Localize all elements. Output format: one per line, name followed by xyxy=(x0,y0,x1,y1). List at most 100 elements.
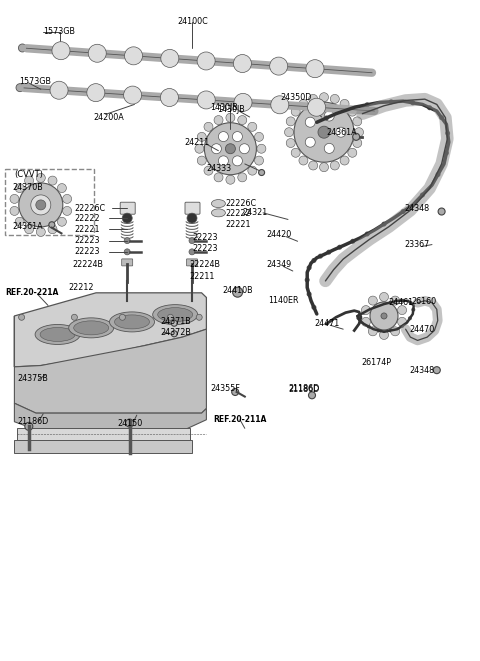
Text: 22222: 22222 xyxy=(226,209,251,218)
Circle shape xyxy=(353,139,362,147)
Circle shape xyxy=(286,117,295,126)
Polygon shape xyxy=(14,316,206,413)
FancyBboxPatch shape xyxy=(14,440,192,453)
Circle shape xyxy=(291,107,300,116)
Text: 24375B: 24375B xyxy=(17,373,48,383)
Circle shape xyxy=(340,99,349,108)
Circle shape xyxy=(427,105,432,110)
Circle shape xyxy=(324,143,334,153)
Circle shape xyxy=(377,329,381,332)
Text: REF.20-211A: REF.20-211A xyxy=(214,415,267,424)
Circle shape xyxy=(19,183,63,227)
Text: 22223: 22223 xyxy=(74,236,100,245)
Circle shape xyxy=(353,134,360,140)
Circle shape xyxy=(126,419,133,427)
Circle shape xyxy=(226,175,235,184)
Circle shape xyxy=(309,161,318,170)
Circle shape xyxy=(196,314,202,321)
Circle shape xyxy=(124,86,142,104)
Circle shape xyxy=(238,116,247,124)
Circle shape xyxy=(307,265,312,270)
Circle shape xyxy=(233,287,242,297)
Circle shape xyxy=(52,42,70,59)
Circle shape xyxy=(305,278,310,282)
Circle shape xyxy=(24,225,34,234)
Text: 22221: 22221 xyxy=(74,225,100,234)
Circle shape xyxy=(62,206,72,215)
Text: 26174P: 26174P xyxy=(361,358,392,368)
Circle shape xyxy=(435,172,441,177)
Circle shape xyxy=(305,117,315,127)
Circle shape xyxy=(438,208,445,215)
Circle shape xyxy=(58,217,66,226)
Circle shape xyxy=(299,156,308,165)
Circle shape xyxy=(361,311,366,315)
Text: 22223: 22223 xyxy=(192,244,217,253)
Circle shape xyxy=(348,148,357,157)
Circle shape xyxy=(343,108,348,113)
Circle shape xyxy=(18,44,26,52)
Circle shape xyxy=(271,96,289,114)
Circle shape xyxy=(19,314,24,321)
Circle shape xyxy=(356,316,360,320)
Circle shape xyxy=(353,117,362,126)
Circle shape xyxy=(120,314,125,321)
Circle shape xyxy=(233,55,252,73)
Circle shape xyxy=(15,184,24,192)
Circle shape xyxy=(36,200,46,210)
Circle shape xyxy=(307,292,312,297)
Circle shape xyxy=(420,192,425,198)
Text: 24350D: 24350D xyxy=(281,93,312,102)
Circle shape xyxy=(48,176,57,185)
Circle shape xyxy=(397,305,407,315)
Circle shape xyxy=(360,320,363,324)
Circle shape xyxy=(361,305,371,315)
Circle shape xyxy=(389,300,393,305)
Circle shape xyxy=(16,84,24,92)
Circle shape xyxy=(380,292,388,301)
Circle shape xyxy=(340,156,349,165)
Polygon shape xyxy=(14,403,206,430)
Circle shape xyxy=(401,209,406,214)
Ellipse shape xyxy=(158,307,192,322)
Circle shape xyxy=(444,151,449,155)
Circle shape xyxy=(330,161,339,170)
Circle shape xyxy=(286,139,295,147)
Circle shape xyxy=(306,59,324,78)
Circle shape xyxy=(24,176,34,185)
Text: 22212: 22212 xyxy=(69,283,94,292)
Circle shape xyxy=(62,194,72,204)
Circle shape xyxy=(124,249,130,255)
Circle shape xyxy=(218,132,228,141)
Text: 24200A: 24200A xyxy=(94,113,124,122)
Text: 21186D: 21186D xyxy=(288,385,319,395)
Circle shape xyxy=(368,327,377,336)
Text: 22226C: 22226C xyxy=(226,199,257,208)
Circle shape xyxy=(365,231,370,237)
Text: 24150: 24150 xyxy=(118,418,143,428)
Text: 22222: 22222 xyxy=(74,214,100,223)
Circle shape xyxy=(254,132,264,141)
Circle shape xyxy=(408,316,412,321)
Ellipse shape xyxy=(35,325,80,344)
FancyBboxPatch shape xyxy=(120,202,135,214)
Circle shape xyxy=(195,144,204,153)
Circle shape xyxy=(312,258,316,263)
Circle shape xyxy=(320,93,328,102)
Text: (CVVT): (CVVT) xyxy=(14,170,43,179)
Text: 24361A: 24361A xyxy=(12,221,43,231)
Circle shape xyxy=(31,195,51,215)
Text: 24471: 24471 xyxy=(314,319,340,329)
Text: 24371B: 24371B xyxy=(161,317,192,327)
Ellipse shape xyxy=(40,327,75,342)
Circle shape xyxy=(161,50,179,67)
Circle shape xyxy=(204,123,256,175)
Circle shape xyxy=(375,305,379,309)
Circle shape xyxy=(189,237,195,244)
Circle shape xyxy=(401,299,405,303)
Text: 24370B: 24370B xyxy=(12,182,43,192)
Text: 22223: 22223 xyxy=(192,233,217,242)
Circle shape xyxy=(232,132,242,141)
Text: 24361A: 24361A xyxy=(326,128,357,137)
Text: 23367: 23367 xyxy=(405,240,430,249)
